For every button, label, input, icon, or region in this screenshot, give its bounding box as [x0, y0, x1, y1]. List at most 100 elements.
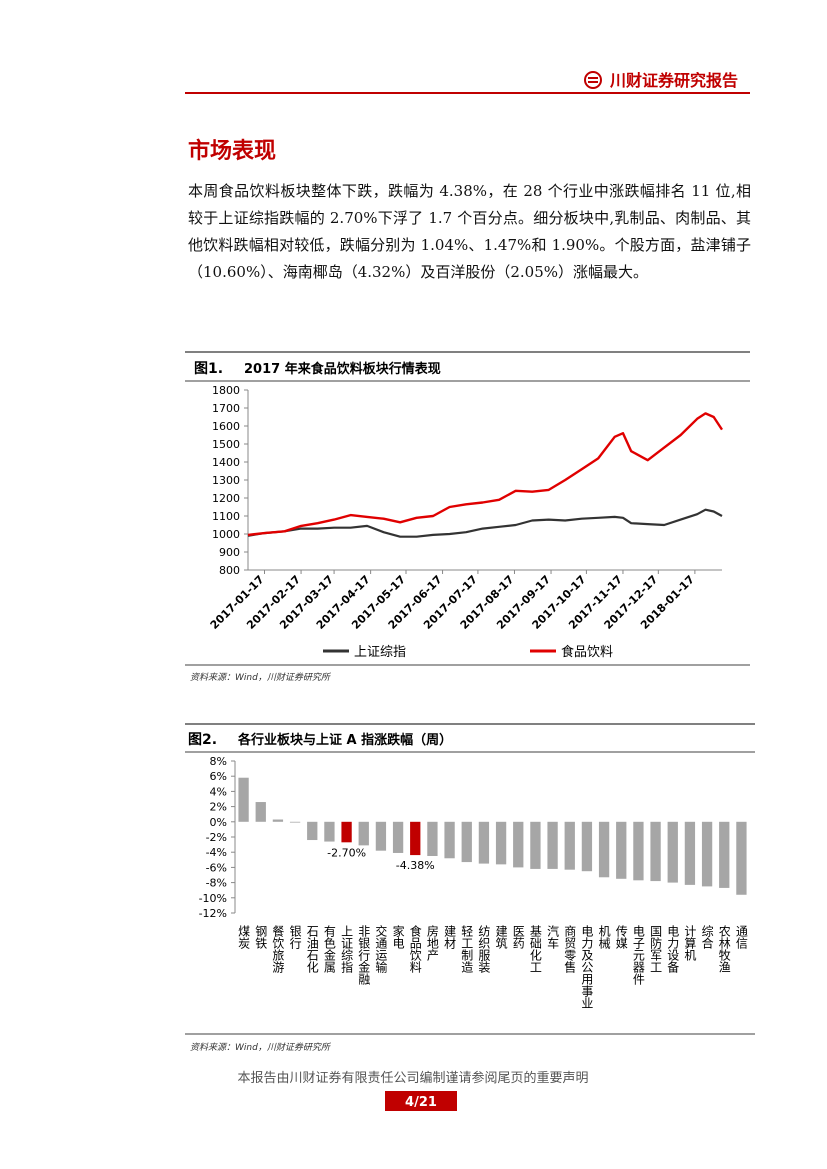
series-line — [247, 412, 724, 537]
x-tick-label: 基础化工 — [528, 925, 542, 973]
x-tick-label: 餐饮旅游 — [271, 924, 285, 973]
bar — [564, 821, 575, 870]
x-tick-label: 家电 — [391, 924, 405, 949]
x-tick-label: 传媒 — [614, 924, 628, 949]
bar — [307, 821, 318, 841]
figure-label: 图2. — [188, 732, 217, 748]
y-tick-label: 1200 — [212, 492, 240, 505]
bar — [701, 821, 713, 887]
legend-label: 食品饮料 — [561, 644, 613, 660]
section-title: 市场表现 — [188, 138, 276, 164]
y-tick-label: -10% — [199, 892, 227, 905]
x-tick-label: 煤炭 — [237, 925, 251, 950]
y-tick-label: 0% — [210, 816, 227, 829]
y-tick-label: -6% — [206, 861, 227, 874]
x-tick-label: 电力及公用事业 — [580, 925, 594, 1009]
bar — [358, 821, 369, 846]
x-tick-label: 通信 — [734, 925, 748, 950]
x-tick-label: 食品饮料 — [408, 924, 422, 973]
figure-title: 2017 年来食品饮料板块行情表现 — [244, 361, 441, 377]
bar — [238, 777, 249, 822]
x-tick-label: 综合 — [700, 925, 714, 949]
y-tick-label: 900 — [219, 546, 240, 559]
bar — [598, 821, 610, 878]
x-tick-label: 电子元器件 — [631, 925, 645, 985]
x-tick-label: 建筑 — [494, 925, 508, 949]
bar — [478, 821, 490, 864]
x-tick-label: 建材 — [443, 925, 457, 949]
page-number: 4/21 — [405, 1095, 437, 1110]
y-tick-label: 800 — [219, 564, 240, 577]
figure-source: 资料来源：Wind，川财证券研究所 — [190, 672, 332, 683]
x-tick-label: 交通运输 — [374, 924, 388, 974]
bar — [581, 821, 593, 872]
bar — [495, 821, 507, 865]
value-label: -2.70% — [327, 846, 366, 859]
bar — [513, 821, 524, 868]
bar — [547, 821, 558, 869]
x-tick-label: 银行 — [288, 925, 302, 949]
y-tick-label: 1600 — [212, 420, 240, 433]
x-tick-label: 汽车 — [546, 924, 560, 950]
bar — [341, 821, 352, 843]
y-tick-label: 1400 — [212, 456, 240, 469]
y-tick-label: 1100 — [212, 510, 240, 523]
bar — [650, 821, 661, 882]
x-tick-label: 商贸零售 — [563, 924, 577, 973]
bar — [255, 802, 266, 822]
x-tick-label: 计算机 — [683, 925, 697, 961]
value-label: -4.38% — [396, 859, 435, 872]
y-tick-label: -4% — [206, 846, 227, 859]
brand: 川财证券研究报告 — [609, 71, 738, 90]
bar — [633, 821, 644, 881]
y-tick-label: 1500 — [212, 438, 240, 451]
x-tick-label: 非银行金融 — [357, 925, 371, 986]
x-tick-label: 机械 — [597, 925, 611, 949]
bar — [427, 821, 438, 856]
legend-label: 上证综指 — [354, 645, 406, 660]
bar — [719, 821, 730, 888]
bar — [616, 821, 627, 879]
series-line — [247, 508, 723, 538]
bar — [736, 821, 747, 895]
x-tick-label: 钢铁 — [254, 925, 268, 949]
bar — [530, 821, 541, 869]
page-badge — [385, 1091, 457, 1111]
figure-source: 资料来源：Wind，川财证券研究所 — [190, 1042, 332, 1053]
x-tick-label: 石油石化 — [305, 925, 319, 974]
disclaimer: 本报告由川财证券有限责任公司编制谨请参阅尾页的重要声明 — [237, 1070, 588, 1086]
bar — [289, 821, 301, 823]
bar — [684, 821, 696, 885]
bar — [667, 821, 678, 883]
body-text: 本周食品饮料板块整体下跌，跌幅为 4.38%，在 28 个行业中涨跌幅排名 11… — [188, 182, 751, 281]
y-tick-label: -2% — [206, 831, 227, 844]
x-tick-label: 房地产 — [425, 924, 439, 962]
bar — [272, 819, 284, 822]
x-tick-label: 有色金属 — [322, 925, 336, 974]
x-tick-label: 电力设备 — [666, 925, 680, 974]
y-tick-label: 1000 — [212, 528, 240, 541]
x-tick-label: 上证综指 — [340, 925, 354, 974]
bar — [324, 821, 335, 842]
bar — [410, 821, 421, 856]
bar — [375, 821, 387, 851]
y-tick-label: 2% — [210, 801, 227, 814]
bar — [444, 821, 455, 859]
bar — [461, 821, 472, 863]
y-tick-label: 1800 — [212, 384, 240, 397]
y-tick-label: 1300 — [212, 474, 240, 487]
figure-title: 各行业板块与上证 A 指涨跌幅（周） — [237, 732, 452, 748]
bar — [392, 821, 404, 853]
y-tick-label: 8% — [210, 755, 227, 768]
y-tick-label: 4% — [210, 785, 227, 798]
x-tick-label: 农林牧渔 — [717, 925, 731, 973]
y-tick-label: -12% — [199, 907, 227, 920]
figure-label: 图1. — [194, 361, 223, 377]
logo — [584, 71, 602, 89]
y-tick-label: 6% — [210, 770, 227, 783]
y-tick-label: -8% — [206, 877, 227, 890]
x-tick-label: 国防军工 — [649, 925, 663, 973]
x-tick-label: 纺织服装 — [477, 925, 491, 974]
